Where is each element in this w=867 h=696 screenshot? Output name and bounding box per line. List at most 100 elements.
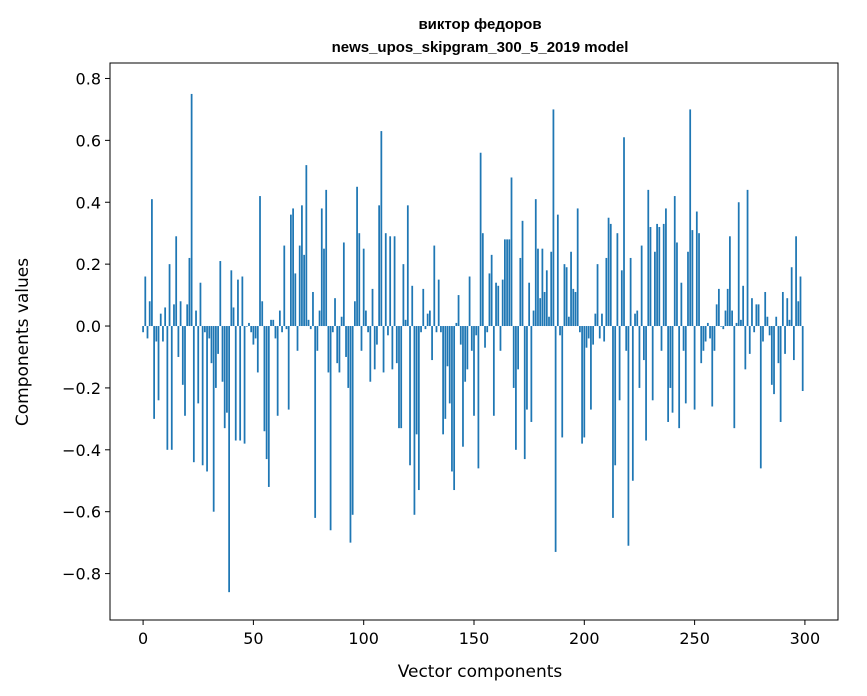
bar-125 bbox=[417, 326, 420, 491]
bar-216 bbox=[618, 326, 621, 401]
bar-149 bbox=[470, 326, 473, 351]
bar-45 bbox=[241, 276, 244, 327]
bar-78 bbox=[314, 326, 317, 518]
bar-11 bbox=[166, 326, 169, 450]
bar-22 bbox=[190, 93, 193, 327]
bar-173 bbox=[523, 326, 526, 460]
bar-291 bbox=[784, 326, 786, 354]
bar-205 bbox=[594, 313, 597, 327]
bar-188 bbox=[556, 214, 559, 327]
bar-174 bbox=[526, 326, 528, 410]
bar-197 bbox=[576, 208, 579, 327]
bar-238 bbox=[667, 326, 670, 422]
bar-152 bbox=[477, 326, 480, 469]
bar-154 bbox=[481, 233, 484, 327]
bar-109 bbox=[382, 326, 385, 373]
bar-108 bbox=[380, 131, 383, 327]
bar-260 bbox=[715, 304, 718, 327]
bar-98 bbox=[358, 233, 361, 327]
bar-120 bbox=[406, 205, 409, 327]
bar-88 bbox=[336, 326, 339, 364]
bar-299 bbox=[801, 326, 804, 392]
bar-130 bbox=[429, 310, 431, 327]
bar-105 bbox=[373, 326, 376, 370]
x-tick-label: 200 bbox=[569, 629, 600, 648]
bar-85 bbox=[329, 326, 332, 531]
bar-71 bbox=[298, 245, 301, 327]
bar-274 bbox=[746, 189, 749, 327]
y-tick-label: 0.8 bbox=[76, 69, 101, 88]
bar-275 bbox=[748, 326, 751, 354]
bar-229 bbox=[647, 189, 650, 327]
bar-117 bbox=[400, 326, 403, 429]
bar-265 bbox=[726, 288, 729, 327]
bar-16 bbox=[177, 326, 180, 357]
bar-277 bbox=[753, 326, 756, 333]
bar-83 bbox=[325, 189, 328, 327]
bar-243 bbox=[678, 326, 681, 429]
bar-95 bbox=[351, 326, 354, 515]
bar-107 bbox=[378, 205, 381, 327]
bar-182 bbox=[543, 291, 546, 327]
bar-267 bbox=[731, 310, 733, 327]
y-tick-label: 0.2 bbox=[76, 255, 101, 274]
bar-142 bbox=[455, 322, 458, 327]
plot-area-frame bbox=[109, 62, 839, 621]
bar-112 bbox=[389, 236, 392, 327]
bar-226 bbox=[640, 245, 643, 327]
bar-79 bbox=[316, 326, 319, 351]
chart-title-line1: виктор федоров bbox=[418, 16, 541, 33]
bar-12 bbox=[168, 264, 171, 327]
bar-161 bbox=[497, 285, 500, 327]
bar-68 bbox=[292, 208, 294, 327]
x-tick-label: 50 bbox=[243, 629, 263, 648]
bar-184 bbox=[548, 316, 550, 327]
bar-286 bbox=[773, 326, 775, 395]
bar-261 bbox=[717, 288, 720, 327]
bar-102 bbox=[367, 326, 369, 333]
y-tick-label: −0.8 bbox=[62, 565, 101, 584]
bar-118 bbox=[402, 264, 405, 327]
bar-264 bbox=[724, 310, 727, 327]
bar-206 bbox=[596, 264, 599, 327]
bar-44 bbox=[239, 326, 242, 441]
bar-224 bbox=[636, 310, 639, 327]
bar-165 bbox=[506, 239, 508, 327]
bar-series bbox=[142, 93, 804, 593]
bar-209 bbox=[603, 326, 606, 342]
bar-60 bbox=[274, 326, 277, 339]
bar-150 bbox=[473, 326, 475, 416]
bar-185 bbox=[550, 251, 553, 327]
bar-134 bbox=[437, 279, 440, 327]
y-tick-label: −0.6 bbox=[62, 503, 101, 522]
bar-136 bbox=[442, 326, 444, 435]
bar-63 bbox=[281, 326, 283, 333]
bar-236 bbox=[662, 223, 665, 327]
bar-8 bbox=[159, 313, 162, 327]
bar-101 bbox=[365, 310, 367, 327]
bar-64 bbox=[283, 245, 286, 327]
bar-231 bbox=[651, 326, 654, 401]
bar-175 bbox=[528, 282, 531, 327]
bar-171 bbox=[519, 257, 522, 327]
bar-246 bbox=[684, 326, 687, 404]
bar-176 bbox=[530, 326, 533, 422]
bar-58 bbox=[270, 319, 272, 327]
bar-99 bbox=[360, 326, 363, 351]
bar-204 bbox=[592, 326, 594, 345]
bar-163 bbox=[501, 279, 504, 327]
bar-30 bbox=[208, 326, 211, 339]
bar-9 bbox=[162, 326, 164, 342]
bar-270 bbox=[737, 202, 740, 327]
bar-178 bbox=[534, 199, 537, 327]
x-tick-label: 100 bbox=[348, 629, 379, 648]
bar-113 bbox=[391, 326, 394, 370]
bar-121 bbox=[409, 326, 411, 466]
bar-51 bbox=[254, 326, 257, 339]
bar-159 bbox=[492, 326, 495, 416]
bar-259 bbox=[713, 326, 716, 351]
bar-240 bbox=[671, 326, 674, 413]
bar-217 bbox=[620, 270, 623, 327]
bar-215 bbox=[616, 233, 619, 327]
